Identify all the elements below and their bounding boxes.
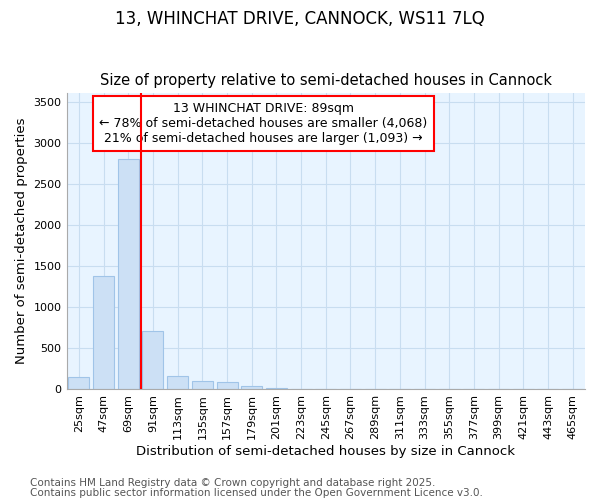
Y-axis label: Number of semi-detached properties: Number of semi-detached properties (15, 118, 28, 364)
Bar (241, 386, 262, 389)
Bar (118, 159, 139, 389)
Bar (167, 376, 188, 389)
Bar (142, 332, 163, 389)
Bar (68, 378, 89, 389)
Bar (93, 276, 114, 389)
Text: Contains public sector information licensed under the Open Government Licence v3: Contains public sector information licen… (30, 488, 483, 498)
Bar (217, 382, 238, 389)
Title: Size of property relative to semi-detached houses in Cannock: Size of property relative to semi-detach… (100, 73, 552, 88)
Bar (192, 380, 213, 389)
X-axis label: Distribution of semi-detached houses by size in Cannock: Distribution of semi-detached houses by … (136, 444, 515, 458)
Bar (266, 388, 287, 389)
Text: Contains HM Land Registry data © Crown copyright and database right 2025.: Contains HM Land Registry data © Crown c… (30, 478, 436, 488)
Text: 13, WHINCHAT DRIVE, CANNOCK, WS11 7LQ: 13, WHINCHAT DRIVE, CANNOCK, WS11 7LQ (115, 10, 485, 28)
Text: 13 WHINCHAT DRIVE: 89sqm
← 78% of semi-detached houses are smaller (4,068)
21% o: 13 WHINCHAT DRIVE: 89sqm ← 78% of semi-d… (100, 102, 428, 145)
